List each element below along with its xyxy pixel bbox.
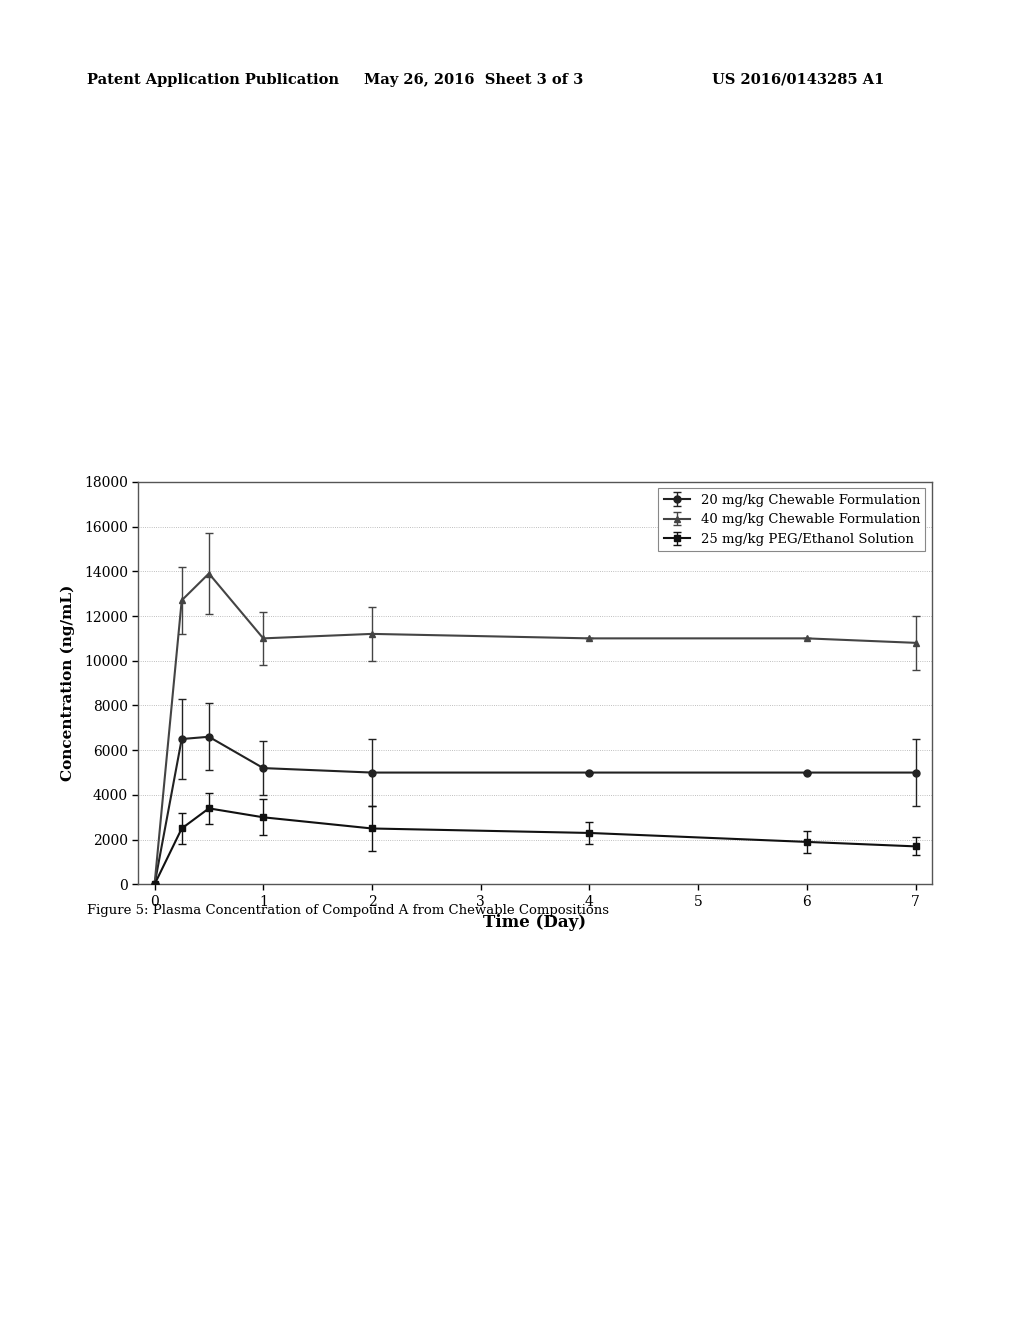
Text: US 2016/0143285 A1: US 2016/0143285 A1 (712, 73, 884, 87)
X-axis label: Time (Day): Time (Day) (483, 915, 587, 932)
Text: May 26, 2016  Sheet 3 of 3: May 26, 2016 Sheet 3 of 3 (364, 73, 583, 87)
Legend: 20 mg/kg Chewable Formulation, 40 mg/kg Chewable Formulation, 25 mg/kg PEG/Ethan: 20 mg/kg Chewable Formulation, 40 mg/kg … (658, 488, 926, 552)
Text: Figure 5: Plasma Concentration of Compound A from Chewable Compositions: Figure 5: Plasma Concentration of Compou… (87, 904, 609, 917)
Y-axis label: Concentration (ng/mL): Concentration (ng/mL) (61, 585, 76, 781)
Text: Patent Application Publication: Patent Application Publication (87, 73, 339, 87)
